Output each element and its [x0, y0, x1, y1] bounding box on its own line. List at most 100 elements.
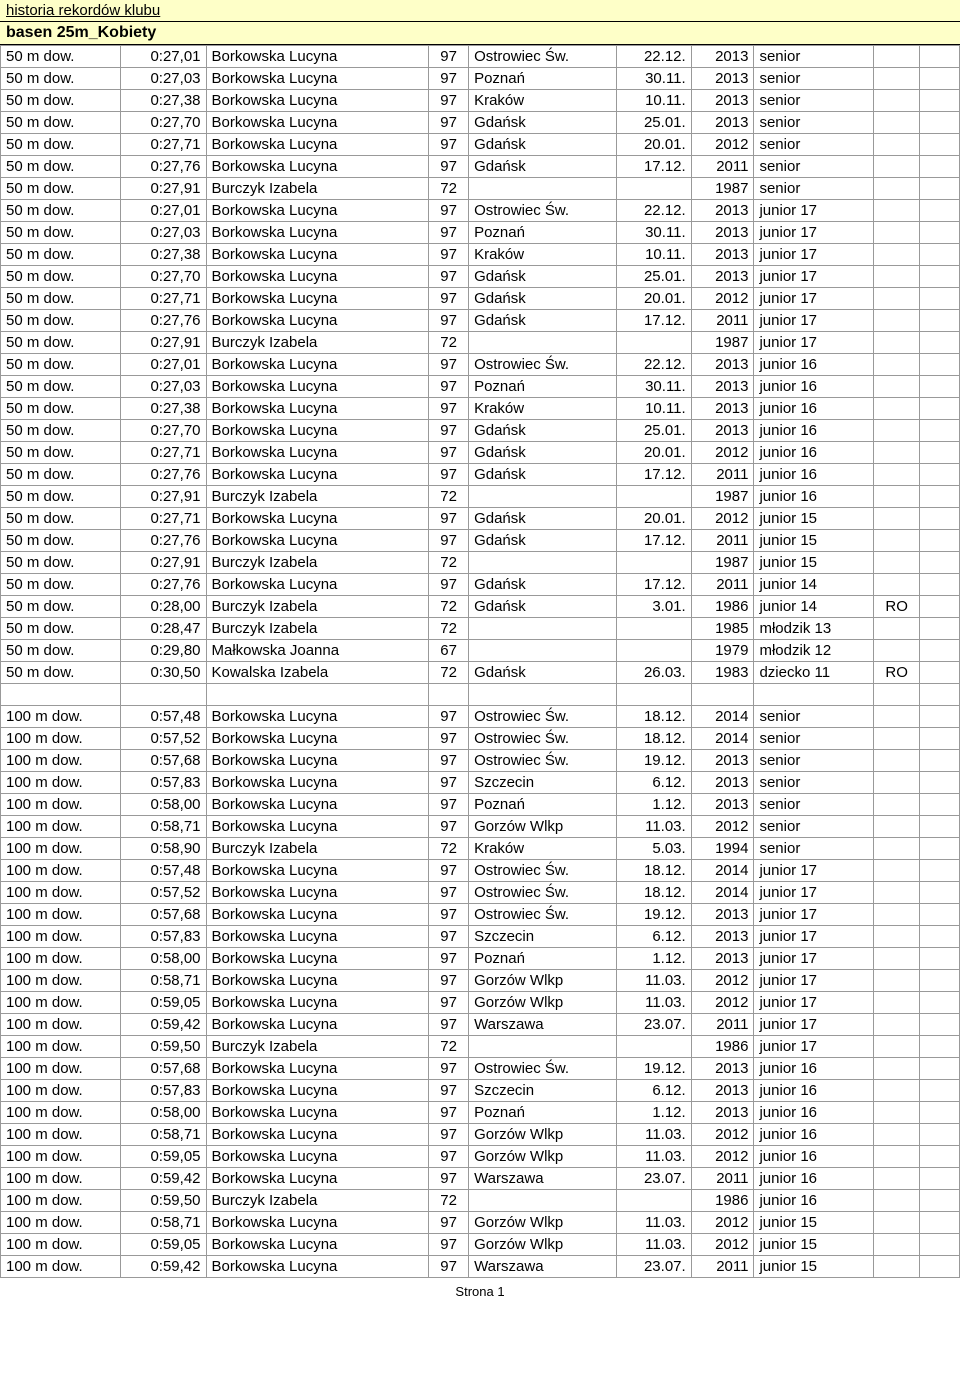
- cell-year: 2012: [691, 288, 754, 310]
- cell-extra: [920, 1212, 960, 1234]
- cell-year: 1987: [691, 486, 754, 508]
- cell-birthyear: 97: [429, 574, 469, 596]
- table-row: 50 m dow.0:27,76Borkowska Lucyna97Gdańsk…: [1, 464, 960, 486]
- cell-year: 2012: [691, 442, 754, 464]
- table-row: 100 m dow.0:57,83Borkowska Lucyna97Szcze…: [1, 772, 960, 794]
- cell-flag: [874, 860, 920, 882]
- cell-flag: [874, 398, 920, 420]
- cell-extra: [920, 112, 960, 134]
- cell-birthyear: 97: [429, 376, 469, 398]
- cell-year: 2013: [691, 244, 754, 266]
- cell-time: 0:58,00: [120, 1102, 206, 1124]
- cell-name: Burczyk Izabela: [206, 552, 429, 574]
- table-row: 100 m dow.0:57,83Borkowska Lucyna97Szcze…: [1, 1080, 960, 1102]
- cell-name: Borkowska Lucyna: [206, 68, 429, 90]
- cell-year: 1983: [691, 662, 754, 684]
- cell-extra: [920, 90, 960, 112]
- cell-flag: [874, 574, 920, 596]
- cell-city: Poznań: [469, 1102, 617, 1124]
- cell-time: 0:27,01: [120, 354, 206, 376]
- cell-event: 100 m dow.: [1, 1036, 121, 1058]
- cell-city: Poznań: [469, 68, 617, 90]
- cell-city: Szczecin: [469, 772, 617, 794]
- cell-name: Borkowska Lucyna: [206, 1168, 429, 1190]
- cell-event: 50 m dow.: [1, 68, 121, 90]
- cell-extra: [920, 640, 960, 662]
- cell-category: junior 16: [754, 354, 874, 376]
- cell-extra: [920, 222, 960, 244]
- cell-date: 6.12.: [617, 1080, 691, 1102]
- cell-date: 23.07.: [617, 1256, 691, 1278]
- cell-flag: [874, 904, 920, 926]
- cell-date: [617, 640, 691, 662]
- cell-event: 50 m dow.: [1, 464, 121, 486]
- cell-extra: [920, 200, 960, 222]
- cell-flag: [874, 1212, 920, 1234]
- cell-year: 2011: [691, 156, 754, 178]
- cell-category: junior 16: [754, 376, 874, 398]
- table-row: 100 m dow.0:57,68Borkowska Lucyna97Ostro…: [1, 904, 960, 926]
- cell-name: Burczyk Izabela: [206, 486, 429, 508]
- cell-city: Gorzów Wlkp: [469, 1212, 617, 1234]
- cell-birthyear: 97: [429, 288, 469, 310]
- cell-city: Gdańsk: [469, 596, 617, 618]
- cell-name: Borkowska Lucyna: [206, 156, 429, 178]
- cell-date: 18.12.: [617, 706, 691, 728]
- cell-category: junior 15: [754, 552, 874, 574]
- cell-extra: [920, 574, 960, 596]
- cell-event: 100 m dow.: [1, 970, 121, 992]
- cell-extra: [920, 662, 960, 684]
- cell-flag: [874, 1146, 920, 1168]
- cell-name: Borkowska Lucyna: [206, 750, 429, 772]
- cell-extra: [920, 882, 960, 904]
- cell-year: 2012: [691, 134, 754, 156]
- cell-category: senior: [754, 112, 874, 134]
- cell-year: 2013: [691, 266, 754, 288]
- cell-name: Borkowska Lucyna: [206, 112, 429, 134]
- cell-city: Kraków: [469, 398, 617, 420]
- cell-date: 25.01.: [617, 112, 691, 134]
- table-row: 50 m dow.0:27,38Borkowska Lucyna97Kraków…: [1, 244, 960, 266]
- cell-category: junior 16: [754, 1190, 874, 1212]
- cell-city: Ostrowiec Św.: [469, 860, 617, 882]
- cell-time: 0:58,90: [120, 838, 206, 860]
- cell-category: junior 17: [754, 266, 874, 288]
- cell-time: 0:57,68: [120, 1058, 206, 1080]
- cell-date: [617, 552, 691, 574]
- cell-extra: [920, 156, 960, 178]
- cell-event: 100 m dow.: [1, 838, 121, 860]
- cell-name: Borkowska Lucyna: [206, 508, 429, 530]
- cell-birthyear: 72: [429, 1190, 469, 1212]
- cell-time: 0:27,70: [120, 112, 206, 134]
- cell-flag: [874, 1190, 920, 1212]
- cell-name: Borkowska Lucyna: [206, 992, 429, 1014]
- cell-extra: [920, 354, 960, 376]
- cell-birthyear: 97: [429, 904, 469, 926]
- cell-flag: [874, 310, 920, 332]
- cell-birthyear: 97: [429, 1234, 469, 1256]
- cell-date: [617, 618, 691, 640]
- cell-event: 50 m dow.: [1, 112, 121, 134]
- cell-birthyear: 97: [429, 420, 469, 442]
- cell-extra: [920, 860, 960, 882]
- cell-time: 0:27,71: [120, 442, 206, 464]
- cell-extra: [920, 1234, 960, 1256]
- cell-category: junior 17: [754, 200, 874, 222]
- cell-year: 2011: [691, 530, 754, 552]
- cell-city: Gdańsk: [469, 530, 617, 552]
- table-row: 100 m dow.0:57,83Borkowska Lucyna97Szcze…: [1, 926, 960, 948]
- cell-birthyear: 97: [429, 310, 469, 332]
- table-row: 50 m dow.0:27,71Borkowska Lucyna97Gdańsk…: [1, 442, 960, 464]
- cell-event: 100 m dow.: [1, 1212, 121, 1234]
- cell-time: 0:27,76: [120, 310, 206, 332]
- cell-flag: [874, 882, 920, 904]
- cell-category: junior 17: [754, 1014, 874, 1036]
- cell-flag: [874, 508, 920, 530]
- cell-category: senior: [754, 728, 874, 750]
- cell-city: Poznań: [469, 222, 617, 244]
- page-title-link[interactable]: historia rekordów klubu: [6, 2, 160, 19]
- cell-date: [617, 178, 691, 200]
- cell-year: 2013: [691, 926, 754, 948]
- spacer-cell: [206, 684, 429, 706]
- cell-date: 5.03.: [617, 838, 691, 860]
